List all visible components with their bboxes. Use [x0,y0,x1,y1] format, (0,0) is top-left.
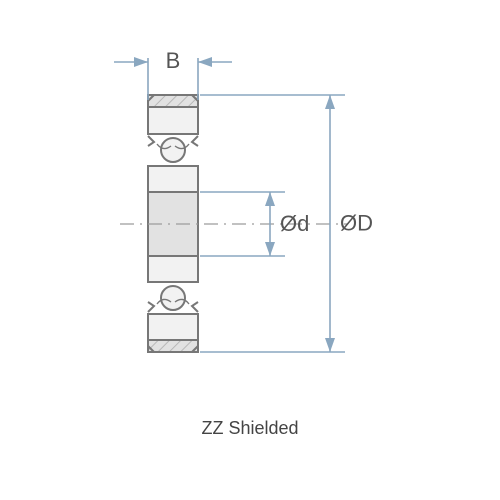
label-outer-D: ØD [340,211,373,236]
diagram-caption: ZZ Shielded [0,418,500,439]
label-width-B: B [166,48,181,73]
label-bore-d: Ød [280,211,309,236]
diagram-stage: B Ød ØD ZZ Shielded [0,0,500,500]
